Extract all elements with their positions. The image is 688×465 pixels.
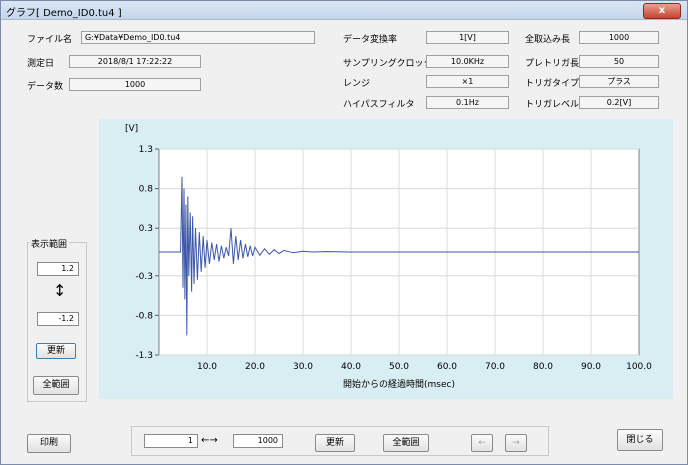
y-tick-label: 0.3: [139, 224, 153, 234]
waveform-chart: 1.3 0.8 0.3 -0.3 -0.8 -1.3 10.0 20.0 30.0 40.0 50…: [125, 124, 652, 390]
date-field: 2018/8/1 17:22:22: [69, 55, 201, 68]
x-tick-label: 40.0: [341, 362, 361, 372]
y-axis-label: [V]: [125, 124, 138, 134]
x-tick-label: 60.0: [437, 362, 457, 372]
date-label: 測定日: [27, 59, 55, 69]
x-tick-label: 90.0: [581, 362, 601, 372]
hpf-field: 0.1Hz: [426, 96, 509, 109]
vertical-arrow-icon: ↕: [53, 281, 67, 300]
prev-button[interactable]: ←: [471, 434, 493, 452]
x-tick-label: 10.0: [197, 362, 217, 372]
trig-type-field: プラス: [579, 75, 659, 88]
range-min-input[interactable]: -1.2: [37, 312, 79, 326]
print-button[interactable]: 印刷: [27, 434, 71, 453]
y-tick-label: 0.8: [139, 185, 154, 195]
x-tick-label: 20.0: [245, 362, 265, 372]
range-update-button[interactable]: 更新: [36, 343, 76, 359]
sampling-label: サンプリングクロック: [343, 59, 433, 69]
y-tick-labels: 1.3 0.8 0.3 -0.3 -0.8 -1.3: [135, 145, 153, 361]
y-tick-label: -0.8: [135, 311, 153, 321]
close-button[interactable]: 閉じる: [617, 429, 663, 451]
x-tick-label: 30.0: [293, 362, 313, 372]
range-group-label: 表示範囲: [29, 237, 70, 250]
trig-level-label: トリガレベル: [525, 100, 580, 110]
sampling-field: 10.0KHz: [426, 55, 509, 68]
window-title: グラフ[ Demo_ID0.tu4 ]: [6, 8, 122, 19]
conv-rate-label: データ変換率: [343, 35, 398, 45]
total-len-field: 1000: [579, 31, 659, 44]
start-index-input[interactable]: 1: [144, 434, 198, 448]
end-index-input[interactable]: 1000: [233, 434, 283, 448]
x-tick-label: 100.0: [626, 362, 652, 372]
nav-full-button[interactable]: 全範囲: [383, 434, 429, 452]
trig-level-field: 0.2[V]: [579, 96, 659, 109]
pretrig-field: 50: [579, 55, 659, 68]
horizontal-arrow-icon: ←→: [201, 435, 218, 446]
nav-update-button[interactable]: 更新: [315, 434, 355, 452]
y-tick-label: -0.3: [135, 272, 153, 282]
x-tick-labels: 10.0 20.0 30.0 40.0 50.0 60.0 70.0 80.0 90.0 100.…: [197, 362, 652, 372]
range-full-button[interactable]: 全範囲: [33, 376, 79, 395]
series-line: [159, 176, 639, 336]
next-button[interactable]: →: [505, 434, 527, 452]
x-tick-label: 80.0: [533, 362, 553, 372]
conv-rate-field: 1[V]: [426, 31, 509, 44]
x-tick-label: 70.0: [485, 362, 505, 372]
plot-panel: 1.3 0.8 0.3 -0.3 -0.8 -1.3 10.0 20.0 30.0 40.0 50…: [99, 119, 673, 399]
count-field: 1000: [69, 78, 201, 91]
filename-field: G:¥Data¥Demo_ID0.tu4: [81, 31, 315, 44]
trig-type-label: トリガタイプ: [525, 79, 580, 89]
range-nav-group: [131, 426, 549, 456]
count-label: データ数: [27, 82, 64, 92]
pretrig-label: プレトリガ長: [525, 59, 580, 69]
range-label: レンジ: [343, 79, 371, 89]
range-max-input[interactable]: 1.2: [37, 262, 79, 276]
filename-label: ファイル名: [27, 35, 73, 45]
title-bar[interactable]: グラフ[ Demo_ID0.tu4 ] x: [1, 1, 687, 20]
y-tick-label: -1.3: [135, 351, 153, 361]
total-len-label: 全取込み長: [525, 35, 571, 45]
hpf-label: ハイパスフィルタ: [343, 100, 415, 110]
close-window-button[interactable]: x: [643, 3, 681, 19]
x-axis-label: 開始からの経過時間(msec): [343, 378, 455, 390]
x-tick-label: 50.0: [389, 362, 409, 372]
range-field: ×1: [426, 75, 509, 88]
y-tick-label: 1.3: [139, 145, 153, 155]
